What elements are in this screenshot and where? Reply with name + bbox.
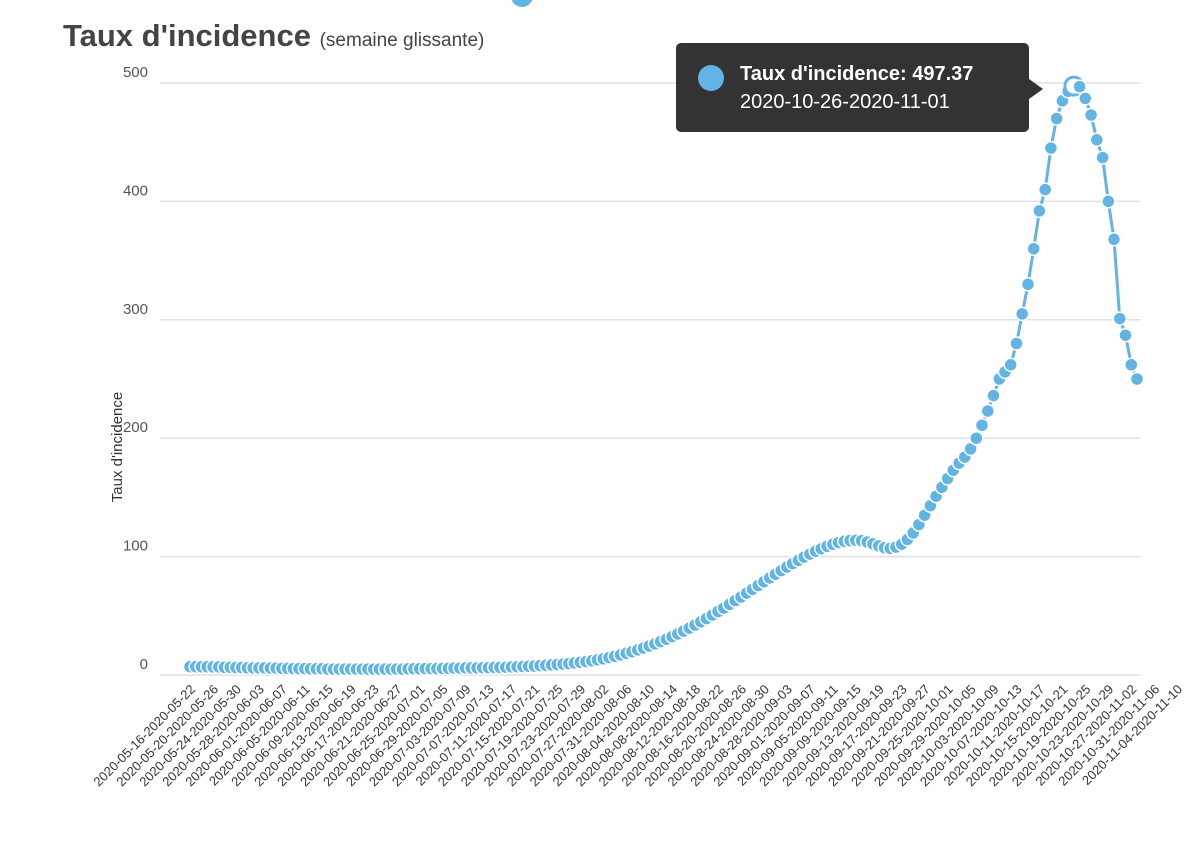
chart-title-text: Taux d'incidence bbox=[63, 18, 311, 53]
data-point[interactable] bbox=[1003, 357, 1018, 373]
data-point[interactable] bbox=[969, 430, 984, 446]
data-point[interactable] bbox=[1118, 327, 1133, 343]
data-point[interactable] bbox=[1083, 107, 1099, 123]
data-point[interactable] bbox=[1032, 203, 1047, 219]
chart-title: Taux d'incidence (semaine glissante) bbox=[63, 18, 484, 54]
y-tick-label: 300 bbox=[123, 301, 148, 318]
tooltip-arrow bbox=[1029, 79, 1043, 99]
y-tick-label: 0 bbox=[140, 656, 148, 673]
y-tick-label: 500 bbox=[123, 64, 148, 81]
data-tooltip: Taux d'incidence: 497.37 2020-10-26-2020… bbox=[676, 43, 1043, 132]
data-point[interactable] bbox=[1101, 194, 1116, 209]
tooltip-date-range: 2020-10-26-2020-11-01 bbox=[740, 91, 950, 113]
data-point[interactable] bbox=[1089, 132, 1105, 148]
data-point[interactable] bbox=[1106, 232, 1122, 247]
data-point[interactable] bbox=[1095, 150, 1110, 165]
data-point[interactable] bbox=[1043, 140, 1059, 156]
grid-layer bbox=[160, 82, 1140, 676]
data-point[interactable] bbox=[1078, 91, 1093, 106]
y-axis-ticks: 0 100 200 300 400 500 bbox=[123, 64, 148, 673]
chart-subtitle: (semaine glissante) bbox=[319, 30, 485, 51]
y-tick-label: 400 bbox=[123, 182, 148, 199]
data-point[interactable] bbox=[974, 417, 990, 433]
tooltip-series-label: Taux d'incidence: bbox=[740, 63, 913, 85]
data-point[interactable] bbox=[1072, 79, 1087, 94]
data-point[interactable] bbox=[1037, 182, 1053, 197]
y-tick-label: 200 bbox=[123, 419, 148, 436]
data-point[interactable] bbox=[1026, 241, 1041, 257]
series-points bbox=[182, 75, 1145, 677]
tooltip-value: 497.37 bbox=[912, 63, 974, 85]
data-point[interactable] bbox=[1020, 277, 1036, 292]
data-point[interactable] bbox=[1009, 336, 1024, 351]
data-point[interactable] bbox=[986, 388, 1001, 403]
partial-top-marker bbox=[511, 0, 533, 7]
data-point[interactable] bbox=[1124, 357, 1139, 373]
data-point[interactable] bbox=[980, 403, 996, 419]
y-tick-label: 100 bbox=[123, 538, 148, 555]
data-point[interactable] bbox=[1129, 371, 1145, 387]
data-point[interactable] bbox=[1014, 306, 1030, 322]
x-axis-ticks: 2020-05-16-2020-05-222020-05-20-2020-05-… bbox=[90, 682, 1185, 790]
y-axis-label: Taux d'incidence bbox=[109, 392, 126, 502]
tooltip-series-dot bbox=[698, 65, 724, 91]
tooltip-header: Taux d'incidence: 497.37 bbox=[740, 63, 973, 86]
data-point[interactable] bbox=[1049, 111, 1064, 126]
data-point[interactable] bbox=[1112, 311, 1128, 326]
